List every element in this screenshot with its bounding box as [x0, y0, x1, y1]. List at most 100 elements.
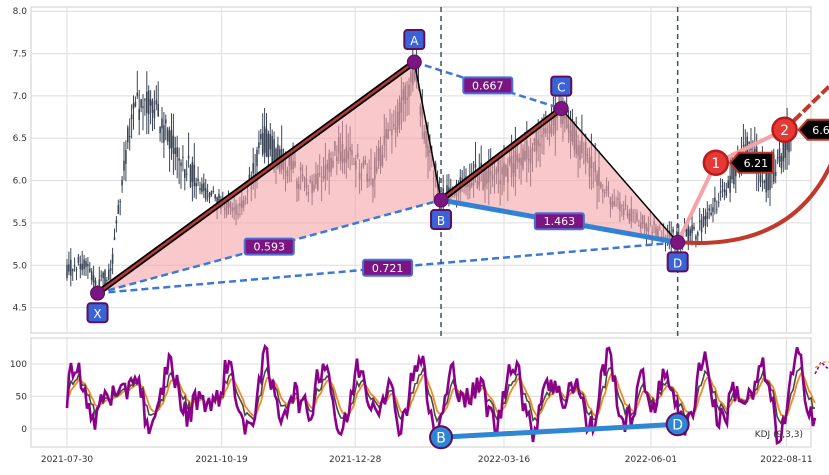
- ratio-label: 0.721: [372, 262, 404, 275]
- target-value-label: 6.21: [744, 157, 769, 170]
- projection-arrow: [681, 163, 829, 245]
- candle-body: [199, 188, 201, 191]
- candle-body: [275, 148, 277, 163]
- candle-body: [87, 264, 89, 267]
- target-path: [675, 161, 718, 244]
- target-value-box: [797, 118, 829, 141]
- target-path: [783, 83, 829, 132]
- candle-body: [723, 189, 726, 192]
- candle-body: [446, 185, 448, 197]
- price-y-tick-label: 6.5: [13, 134, 27, 144]
- pattern-triangle-xab: [97, 62, 442, 294]
- pattern-point-label-box: [550, 75, 573, 97]
- kdj-legend-label: KDJ (9,3,3): [755, 430, 803, 440]
- kdj-lines: [65, 343, 829, 447]
- candle-body: [214, 194, 216, 199]
- candle-body: [258, 142, 260, 149]
- ratio-label-box: [533, 212, 585, 231]
- candle-body: [776, 157, 779, 159]
- x-tick-label: 2021-10-19: [195, 455, 248, 465]
- candle-body: [163, 125, 165, 143]
- candle-body: [700, 219, 703, 233]
- ratio-label-box: [243, 237, 295, 256]
- candle-body: [698, 220, 701, 222]
- candle-body: [178, 158, 180, 161]
- candle-body: [261, 133, 264, 155]
- target-marker-label: 1: [711, 156, 720, 172]
- candle-body: [702, 216, 705, 220]
- x-tick-label: 2022-08-11: [760, 455, 812, 465]
- candle-body: [121, 179, 123, 186]
- candle-body: [125, 150, 127, 164]
- candle-body: [717, 202, 720, 204]
- candle-body: [685, 228, 688, 237]
- candle-body: [81, 263, 83, 271]
- candle-body: [151, 101, 154, 113]
- x-tick-label: 2021-12-28: [329, 455, 382, 465]
- candle-body: [706, 212, 709, 219]
- ratio-label-box: [462, 76, 514, 95]
- candle-body: [75, 269, 78, 271]
- candle-body: [140, 99, 142, 108]
- candle-body: [197, 178, 199, 182]
- pattern-point-marker: [553, 101, 569, 117]
- candle-body: [252, 163, 254, 174]
- candle-body: [710, 212, 712, 216]
- candle-body: [117, 205, 120, 214]
- candle-body: [742, 145, 745, 147]
- candle-body: [191, 161, 194, 182]
- candle-body: [153, 109, 156, 119]
- candle-body: [170, 130, 173, 148]
- candle-body: [704, 215, 707, 226]
- pattern-point-label-box: [666, 251, 689, 273]
- candle-body: [769, 170, 771, 190]
- candle-body: [260, 134, 262, 140]
- x-tick-label: 2021-07-30: [41, 455, 94, 465]
- candle-body: [729, 175, 731, 193]
- price-panel: 4.5 5.0 5.5 6.0 6.5 7.0 7.5 8.0 0.667 0.593 0.721…: [13, 6, 829, 447]
- candle-body: [721, 185, 724, 187]
- candle-body: [203, 182, 205, 191]
- ratio-label: 1.463: [544, 215, 576, 228]
- target-marker: [771, 116, 798, 144]
- candle-body: [138, 108, 140, 121]
- candle-body: [750, 148, 752, 150]
- candle-body: [204, 188, 207, 200]
- candle-body: [216, 197, 218, 206]
- candle-body: [130, 114, 133, 120]
- pattern-point-label-box: [86, 302, 109, 324]
- candle-body: [269, 134, 272, 150]
- candle-body: [176, 147, 178, 158]
- candle-body: [172, 135, 175, 154]
- candle-body: [92, 275, 95, 283]
- candle-body: [144, 99, 146, 101]
- price-y-tick-label: 5.5: [13, 219, 27, 229]
- candle-body: [111, 254, 114, 264]
- ratio-label-box: [362, 258, 414, 277]
- candle-body: [184, 169, 186, 178]
- price-y-tick-label: 4.5: [13, 304, 27, 314]
- candle-body: [98, 279, 101, 288]
- candle-body: [73, 265, 76, 267]
- kdj-y-tick-label: 50: [16, 392, 28, 402]
- candle-body: [68, 264, 70, 272]
- candle-body: [85, 261, 87, 268]
- candle-body: [712, 207, 714, 213]
- candle-body: [83, 259, 85, 270]
- candle-body: [201, 183, 203, 192]
- pattern-point-marker: [90, 285, 106, 301]
- candle-body: [113, 237, 116, 240]
- candle-body: [767, 167, 769, 191]
- candle-body: [136, 92, 139, 97]
- candle-body: [271, 136, 273, 163]
- candle-body: [168, 130, 171, 149]
- candle-body: [212, 190, 215, 192]
- x-tick-label: 2022-06-01: [625, 455, 677, 465]
- candle-body: [187, 155, 190, 159]
- kdj-divergence-label: D: [672, 417, 683, 433]
- candle-body: [206, 190, 209, 192]
- pattern-point-label: C: [557, 81, 565, 95]
- kdj-divergence-marker: [665, 412, 690, 437]
